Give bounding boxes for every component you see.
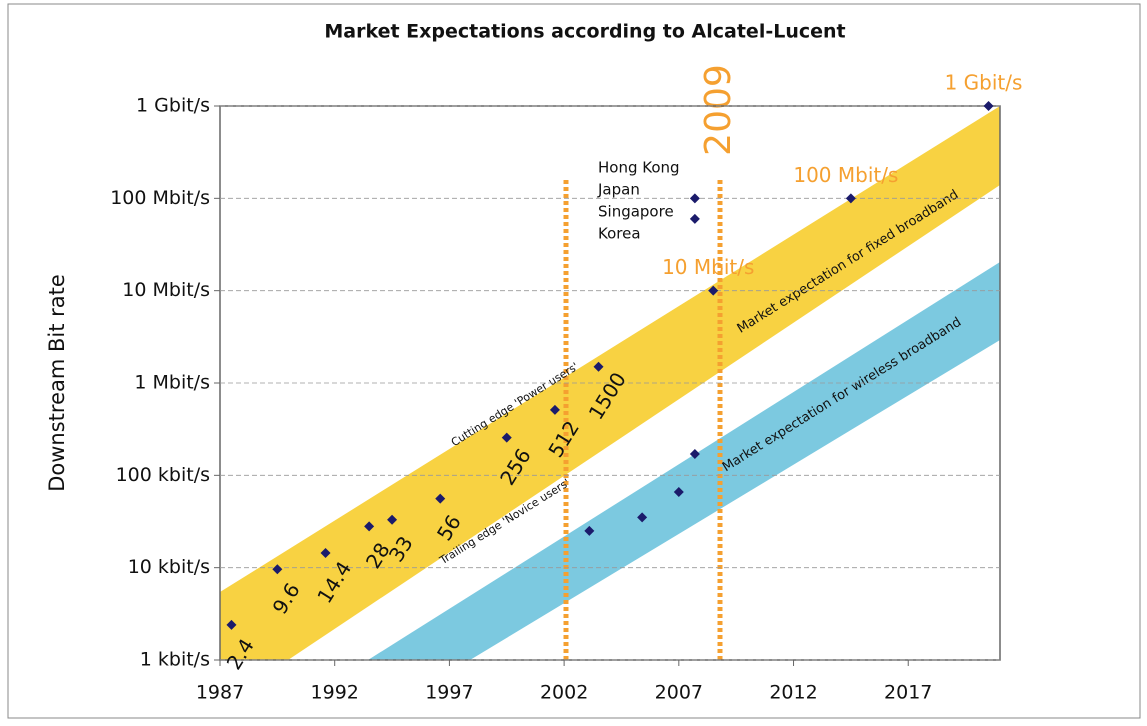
x-tick-label: 1997	[425, 682, 473, 704]
wireless-band	[368, 262, 1000, 660]
annotation: Japan	[597, 181, 640, 199]
y-tick-label: 100 Mbit/s	[110, 187, 210, 209]
y-tick-label: 1 kbit/s	[140, 649, 210, 671]
data-point	[226, 619, 237, 630]
y-axis-label: Downstream Bit rate	[45, 274, 69, 492]
x-tick-label: 1987	[196, 682, 244, 704]
annotation: Korea	[598, 225, 641, 243]
x-tick-label: 1992	[311, 682, 359, 704]
data-point	[637, 512, 648, 523]
data-point	[983, 101, 994, 111]
data-label: 10 Mbit/s	[662, 255, 754, 279]
data-point	[320, 548, 331, 559]
annotation: Hong Kong	[598, 159, 680, 177]
data-point	[549, 404, 560, 415]
data-point	[387, 514, 398, 525]
data-point	[673, 486, 684, 497]
data-point	[689, 449, 700, 460]
data-label: 100 Mbit/s	[793, 163, 898, 187]
y-tick-label: 1 Gbit/s	[136, 95, 210, 117]
data-point	[364, 521, 375, 532]
x-tick-label: 2012	[769, 682, 817, 704]
data-point	[584, 525, 595, 536]
x-tick-label: 2017	[884, 682, 932, 704]
year-annotation: 2009	[698, 64, 739, 156]
x-tick-label: 2002	[540, 682, 588, 704]
data-point	[272, 564, 283, 575]
y-tick-label: 10 kbit/s	[128, 556, 210, 578]
data-point	[435, 493, 446, 504]
y-tick-label: 100 kbit/s	[116, 464, 210, 486]
annotation: Singapore	[598, 203, 674, 221]
fixed-band	[220, 106, 1000, 660]
data-point	[708, 285, 719, 296]
data-point	[593, 361, 604, 372]
y-tick-label: 1 Mbit/s	[134, 372, 210, 394]
x-tick-label: 2007	[655, 682, 703, 704]
data-point	[689, 213, 700, 224]
data-point	[501, 432, 512, 443]
data-point	[689, 193, 700, 204]
y-tick-label: 10 Mbit/s	[122, 279, 210, 301]
data-point	[845, 193, 856, 204]
data-label: 1 Gbit/s	[945, 71, 1023, 95]
chart-title: Market Expectations according to Alcatel…	[324, 21, 845, 43]
